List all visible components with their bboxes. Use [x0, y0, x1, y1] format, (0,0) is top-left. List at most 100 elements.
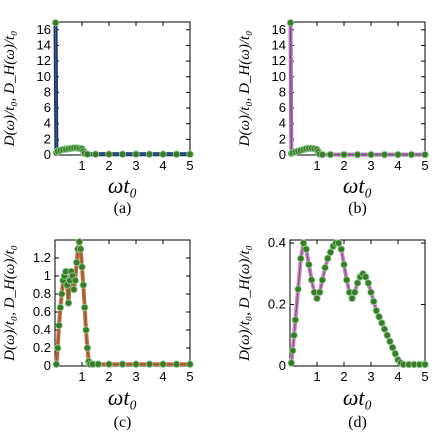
data-point: [326, 150, 335, 159]
data-point: [340, 260, 348, 269]
plot-frame: [289, 239, 426, 367]
y-tick-label: 0.6: [33, 304, 51, 319]
data-point: [316, 288, 324, 296]
y-tick-label: 0.2: [268, 297, 286, 312]
data-point: [407, 150, 416, 159]
series-thin-line: [290, 22, 425, 156]
data-point: [79, 281, 88, 289]
y-tick-label: 0: [44, 358, 51, 373]
x-tick-label: 4: [394, 369, 401, 384]
y-tick-label: 8: [44, 84, 51, 99]
data-point: [294, 285, 302, 293]
data-point: [72, 258, 81, 267]
data-point: [297, 254, 305, 263]
data-point: [367, 150, 375, 159]
y-tick-label: 8: [279, 84, 286, 99]
x-tick-label: 5: [421, 369, 428, 384]
x-tick-label: 2: [340, 158, 347, 173]
data-point: [337, 245, 345, 253]
data-point: [353, 279, 362, 287]
data-point: [321, 263, 329, 272]
data-point: [388, 343, 397, 352]
data-point: [290, 331, 298, 339]
x-tick-label: 5: [186, 369, 193, 384]
data-point: [132, 150, 140, 158]
data-point: [71, 276, 79, 285]
y-tick-label: 0.2: [33, 340, 51, 355]
data-point: [302, 245, 310, 253]
series-line: [289, 241, 425, 367]
y-tick-label: 1: [44, 268, 51, 283]
data-point: [52, 360, 61, 368]
data-point: [91, 150, 100, 158]
data-point: [318, 150, 327, 159]
x-axis-label: ωt₀: [108, 173, 137, 198]
x-tick-label: 1: [313, 369, 320, 384]
data-point: [118, 150, 127, 158]
y-tick-label: 0.4: [268, 235, 286, 250]
data-point: [375, 313, 383, 321]
x-axis-label: ωt₀: [108, 385, 137, 410]
data-point: [159, 360, 167, 368]
x-tick-label: 1: [78, 369, 85, 384]
y-tick-label: 10: [37, 69, 51, 84]
data-point: [367, 288, 375, 296]
data-point: [83, 150, 92, 158]
data-point: [353, 150, 362, 159]
y-tick-label: 4: [44, 116, 51, 131]
y-tick-label: 1.2: [33, 250, 51, 265]
data-point: [54, 344, 62, 352]
x-tick-label: 4: [394, 158, 401, 173]
x-tick-label: 2: [105, 369, 112, 384]
data-point: [83, 344, 92, 352]
y-tick-label: 6: [44, 100, 51, 115]
y-axis-label: D(ω)/t₀, D_H(ω)/t₀: [2, 245, 18, 362]
data-point: [289, 346, 297, 355]
y-tick-label: 12: [272, 53, 286, 68]
x-tick-label: 3: [132, 158, 139, 173]
data-point: [386, 337, 394, 346]
chart-panel-3: 0 0.2 0.4 0.6 0.8 1 1.2 1 2 3 4 5 D(ω)/t₀, D_H(ω)/t₀…: [2, 238, 194, 431]
panel-caption: (a): [114, 200, 132, 217]
y-tick-label: 16: [37, 22, 51, 37]
panel-caption: (c): [114, 414, 132, 431]
y-tick-label: 0.8: [33, 286, 51, 301]
data-point: [378, 319, 386, 327]
data-point: [286, 19, 295, 27]
y-axis-label: D(ω)/t₀, D_H(ω)/t₀: [237, 245, 253, 362]
x-axis-label: ωt₀: [343, 385, 372, 410]
data-point: [70, 285, 78, 294]
data-point: [307, 276, 316, 284]
data-point: [334, 239, 343, 247]
data-point: [58, 290, 66, 298]
x-tick-label: 5: [186, 158, 193, 173]
x-tick-label: 1: [313, 158, 320, 173]
data-point: [78, 263, 86, 271]
x-tick-label: 3: [367, 158, 374, 173]
series-line: [288, 22, 425, 157]
data-point: [55, 321, 63, 330]
y-tick-label: 4: [279, 116, 286, 131]
data-point: [313, 294, 321, 303]
y-tick-label: 16: [272, 22, 286, 37]
y-tick-label: 0: [279, 358, 286, 373]
data-point: [383, 331, 391, 339]
x-tick-label: 4: [159, 369, 166, 384]
data-point: [380, 325, 389, 333]
data-point: [324, 254, 332, 263]
data-point: [380, 150, 389, 159]
data-point: [80, 303, 89, 312]
data-point: [172, 150, 181, 158]
y-tick-label: 0: [279, 147, 286, 162]
y-tick-label: 14: [272, 37, 286, 52]
data-point: [364, 279, 372, 287]
y-axis-label: D(ω)/t₀, D_H(ω)/t₀: [237, 31, 253, 148]
data-point: [348, 294, 356, 303]
y-tick-label: 6: [279, 100, 286, 115]
data-point: [351, 288, 359, 296]
series-thin-line: [55, 22, 190, 155]
data-point: [105, 150, 113, 158]
y-tick-label: 10: [272, 69, 286, 84]
